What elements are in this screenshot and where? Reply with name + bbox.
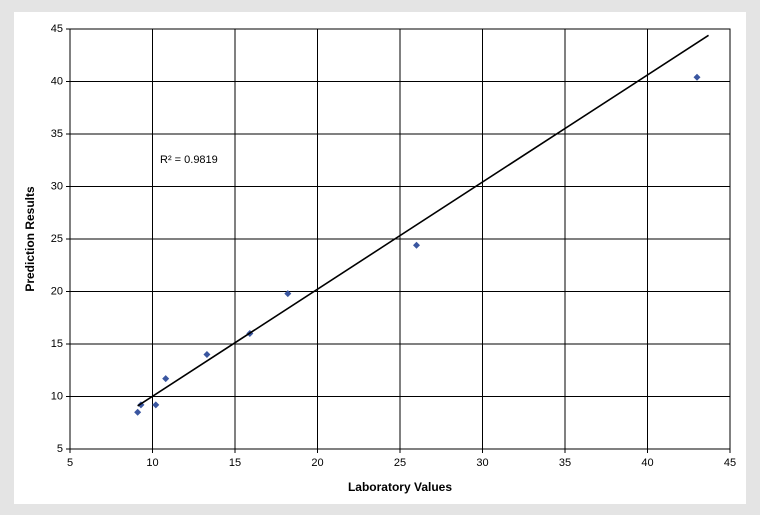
x-tick-label: 20 [311,457,323,469]
y-tick-label: 40 [51,75,63,87]
data-point [134,408,142,416]
annotation: R² = 0.9819 [160,154,218,166]
data-point [162,375,170,383]
x-tick-label: 25 [394,457,406,469]
x-tick-label: 35 [559,457,571,469]
data-point [203,351,211,358]
data-point [152,401,160,409]
x-tick-label: 40 [641,457,653,469]
data-point [693,73,701,81]
y-tick-label: 20 [51,285,63,297]
x-tick-label: 10 [146,457,158,469]
data-point [413,241,420,249]
y-tick-label: 25 [51,233,63,245]
data-point [284,290,292,298]
y-tick-label: 30 [51,180,63,192]
y-tick-label: 5 [57,443,63,455]
x-axis-label: Laboratory Values [348,480,452,494]
x-tick-label: 45 [724,457,736,469]
x-tick-label: 5 [67,457,73,469]
y-tick-label: 10 [51,390,63,402]
x-tick-label: 15 [229,457,241,469]
y-tick-label: 15 [51,338,63,350]
x-tick-label: 30 [476,457,488,469]
y-tick-label: 35 [51,128,63,140]
y-axis-label: Prediction Results [23,186,37,292]
y-tick-label: 45 [51,23,63,35]
trendline [137,34,709,407]
